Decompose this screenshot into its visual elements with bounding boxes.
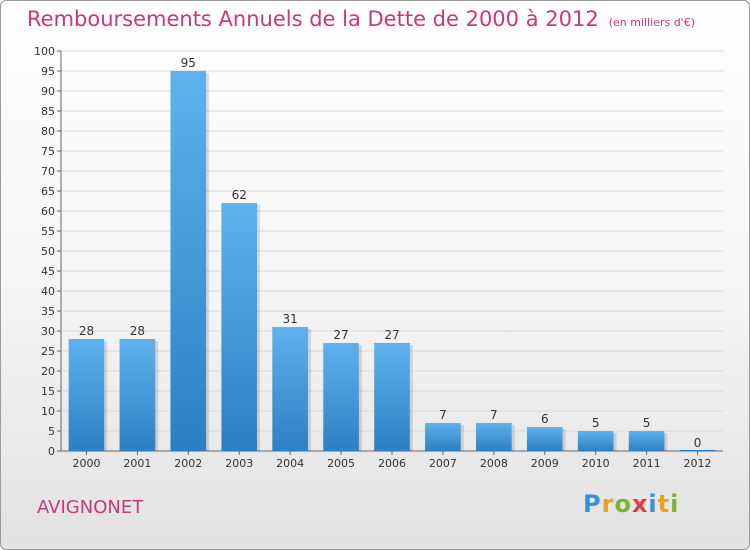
bar xyxy=(526,427,563,451)
y-tick-label: 95 xyxy=(41,65,55,78)
logo-letter: P xyxy=(583,490,602,518)
bar-value-label: 7 xyxy=(490,408,498,422)
x-tick-label: 2010 xyxy=(582,457,610,470)
y-tick-label: 35 xyxy=(41,305,55,318)
logo-letter: t xyxy=(657,490,671,518)
y-tick-label: 25 xyxy=(41,345,55,358)
x-tick-label: 2008 xyxy=(480,457,508,470)
x-tick-label: 2007 xyxy=(429,457,457,470)
y-tick-label: 5 xyxy=(48,425,55,438)
x-tick-label: 2000 xyxy=(72,457,100,470)
y-tick-label: 85 xyxy=(41,105,55,118)
y-tick-label: 80 xyxy=(41,125,55,138)
x-tick-label: 2006 xyxy=(378,457,406,470)
x-tick-label: 2004 xyxy=(276,457,304,470)
bar-value-label: 27 xyxy=(384,328,399,342)
bar-value-label: 62 xyxy=(232,188,247,202)
bar-value-label: 28 xyxy=(79,324,94,338)
x-tick-label: 2003 xyxy=(225,457,253,470)
y-tick-label: 90 xyxy=(41,85,55,98)
x-tick-label: 2011 xyxy=(633,457,661,470)
town-name: AVIGNONET xyxy=(37,497,144,518)
y-tick-label: 15 xyxy=(41,385,55,398)
chart-subtitle: (en milliers d'€) xyxy=(608,16,695,29)
bar xyxy=(272,327,308,451)
chart-title-text: Remboursements Annuels de la Dette de 20… xyxy=(27,7,599,31)
bar-value-label: 6 xyxy=(541,412,549,426)
x-tick-label: 2002 xyxy=(174,457,202,470)
x-tick-label: 2009 xyxy=(531,457,559,470)
y-tick-label: 60 xyxy=(41,205,55,218)
y-tick-label: 40 xyxy=(41,285,55,298)
logo-letter: r xyxy=(601,490,615,518)
y-tick-label: 55 xyxy=(41,225,55,238)
x-tick-label: 2005 xyxy=(327,457,355,470)
bar xyxy=(577,431,614,451)
bar-value-label: 5 xyxy=(592,416,600,430)
y-tick-label: 75 xyxy=(41,145,55,158)
bar-value-label: 0 xyxy=(694,436,702,450)
proxiti-logo: Proxiti xyxy=(583,490,679,518)
bar-value-label: 7 xyxy=(439,408,447,422)
logo-letter: x xyxy=(631,490,649,518)
y-tick-label: 20 xyxy=(41,365,55,378)
bar-value-label: 95 xyxy=(181,56,196,70)
y-tick-label: 45 xyxy=(41,265,55,278)
x-tick-label: 2001 xyxy=(123,457,151,470)
bar xyxy=(221,203,258,451)
bar xyxy=(119,339,156,451)
y-tick-label: 0 xyxy=(48,445,55,458)
y-tick-label: 10 xyxy=(41,405,55,418)
bar-value-label: 27 xyxy=(333,328,348,342)
bar xyxy=(170,71,207,451)
bar xyxy=(323,343,359,451)
bar xyxy=(425,423,461,451)
y-tick-label: 30 xyxy=(41,325,55,338)
logo-letter: i xyxy=(670,490,680,518)
bar xyxy=(476,423,512,451)
bar xyxy=(68,339,105,451)
y-tick-label: 50 xyxy=(41,245,55,258)
y-tick-label: 65 xyxy=(41,185,55,198)
logo-letter: i xyxy=(648,490,658,518)
x-tick-label: 2012 xyxy=(684,457,712,470)
logo-letter: o xyxy=(614,490,632,518)
bar-value-label: 5 xyxy=(643,416,651,430)
bar-value-label: 31 xyxy=(283,312,298,326)
bar xyxy=(374,343,410,451)
y-tick-label: 100 xyxy=(34,45,55,58)
bar xyxy=(628,431,665,451)
y-tick-label: 70 xyxy=(41,165,55,178)
bar-value-label: 28 xyxy=(130,324,145,338)
chart-title: Remboursements Annuels de la Dette de 20… xyxy=(27,7,695,31)
